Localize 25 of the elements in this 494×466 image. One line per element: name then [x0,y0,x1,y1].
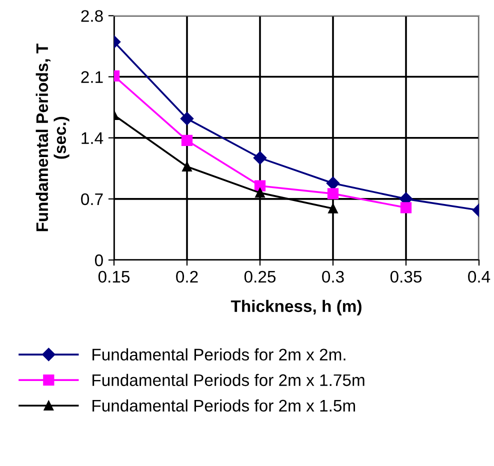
point [253,151,267,165]
point [255,188,265,198]
legend-label: Fundamental Periods for 2m x 1.75m [92,374,364,386]
y-tick-label: 0 [94,254,103,266]
y-tick-label: 0.7 [81,193,103,206]
x-tick-label: 0.35 [390,270,422,283]
legend-label: Fundamental Periods for 2m x 1.5m [92,399,355,412]
point [182,162,192,172]
y-tick-label: 2.1 [81,71,103,83]
y-axis-title: Fundamental Periods, T (sec.) [36,44,70,232]
x-tick-label: 0.25 [244,270,276,283]
point [180,112,194,126]
y-tick-label: 1.4 [82,132,104,144]
point [326,176,340,190]
point [327,188,339,200]
y-tick-label: 2.8 [81,10,103,22]
x-tick-label: 0.15 [98,270,130,283]
point [400,202,412,214]
legend-label: Fundamental Periods for 2m x 2m. [92,348,346,361]
point [181,134,193,146]
x-axis-title: Thickness, h (m) [230,300,362,316]
x-tick-label: 0.2 [176,270,198,283]
x-tick-label: 0.4 [468,270,490,283]
x-tick-label: 0.3 [322,270,344,283]
point [328,204,338,214]
